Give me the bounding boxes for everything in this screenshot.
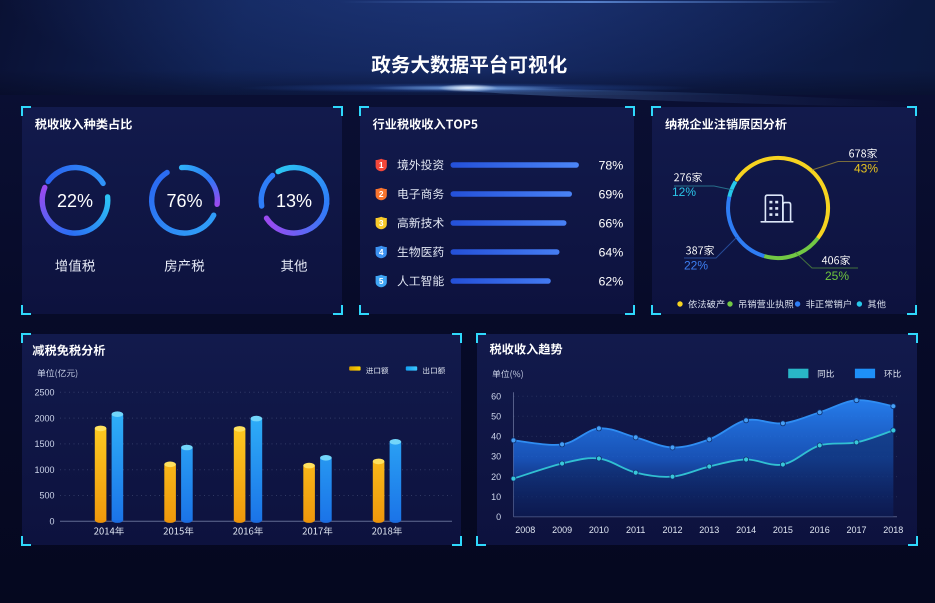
svg-text:2010: 2010 <box>589 525 609 535</box>
svg-text:0: 0 <box>496 512 501 522</box>
svg-text:78%: 78% <box>599 158 624 172</box>
svg-text:2008: 2008 <box>515 525 535 535</box>
svg-text:60: 60 <box>491 391 501 401</box>
svg-text:1000: 1000 <box>34 465 54 475</box>
svg-text:500: 500 <box>39 491 54 501</box>
svg-text:40: 40 <box>491 432 501 442</box>
svg-text:0: 0 <box>49 517 54 527</box>
svg-text:69%: 69% <box>599 187 624 201</box>
svg-text:2000: 2000 <box>34 413 54 423</box>
svg-text:2012: 2012 <box>662 525 682 535</box>
svg-text:1500: 1500 <box>34 439 54 449</box>
svg-text:10: 10 <box>491 492 501 502</box>
svg-text:50: 50 <box>491 412 501 422</box>
svg-text:2011: 2011 <box>626 525 645 535</box>
svg-text:3: 3 <box>379 218 384 228</box>
svg-text:76%: 76% <box>166 191 202 211</box>
svg-text:2500: 2500 <box>34 388 54 398</box>
svg-text:30: 30 <box>491 452 501 462</box>
svg-text:2015: 2015 <box>773 525 793 535</box>
svg-text:22%: 22% <box>684 259 708 273</box>
svg-text:1: 1 <box>379 160 384 170</box>
svg-text:2018: 2018 <box>883 525 903 535</box>
svg-text:43%: 43% <box>854 161 878 175</box>
svg-text:66%: 66% <box>599 216 624 230</box>
svg-text:2: 2 <box>379 189 384 199</box>
svg-text:2009: 2009 <box>552 525 572 535</box>
svg-text:64%: 64% <box>599 245 624 259</box>
svg-text:22%: 22% <box>57 191 93 211</box>
svg-text:25%: 25% <box>825 269 849 283</box>
svg-text:12%: 12% <box>672 185 696 199</box>
svg-text:62%: 62% <box>599 274 624 288</box>
svg-text:2013: 2013 <box>699 525 719 535</box>
svg-text:2017: 2017 <box>846 525 866 535</box>
svg-text:13%: 13% <box>276 191 312 211</box>
svg-text:20: 20 <box>491 472 501 482</box>
svg-text:2014: 2014 <box>736 525 756 535</box>
svg-text:4: 4 <box>379 247 384 257</box>
svg-text:2016: 2016 <box>810 525 830 535</box>
svg-text:5: 5 <box>379 276 384 286</box>
